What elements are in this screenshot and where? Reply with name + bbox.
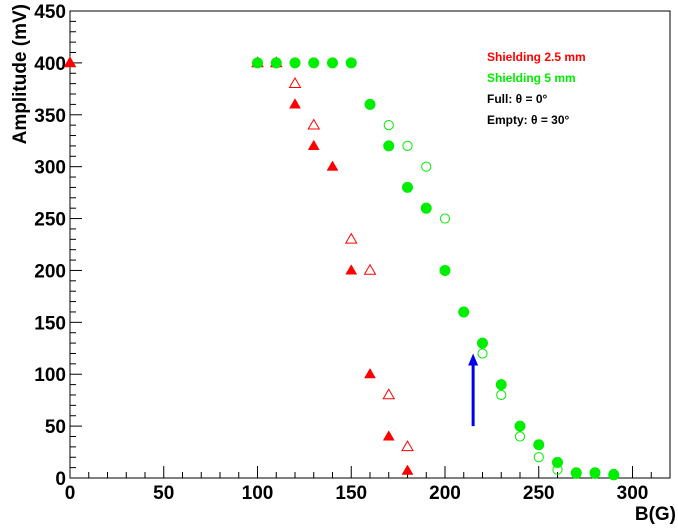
x-tick-label: 50 [153,483,174,504]
y-tick-label: 300 [34,158,66,179]
green-filled-circle-point [533,439,545,451]
green-open-circle-point [458,306,469,318]
y-tick-label: 400 [34,54,66,75]
x-axis-title: B(G) [635,504,676,525]
green-filled-circle-point [495,379,507,391]
x-tick-labels: 0 50 100 150 200 250 300 [65,483,649,504]
y-tick-label: 150 [34,313,66,334]
red-open-triangle-point [307,118,321,130]
plot-frame [69,10,671,479]
green-open-circle-point [496,389,507,401]
data-markers [63,56,620,481]
red-open-triangle-point [382,388,396,400]
x-tick-label: 150 [335,483,367,504]
green-open-circle-point [552,464,563,475]
red-filled-triangle-point [64,56,76,67]
red-filled-triangle-point [345,264,358,275]
green-filled-circle-point [270,57,282,69]
green-open-circle-point [421,161,432,172]
red-filled-triangle-point [364,368,376,379]
red-filled-triangle-point [382,430,395,441]
green-filled-circle-point [345,57,357,69]
green-open-circle-point [533,452,544,463]
green-filled-circle-point [252,57,263,69]
green-filled-circle-point [420,202,432,214]
x-tick-label: 100 [242,483,274,504]
x-tick-label: 250 [523,483,555,504]
y-tick-label: 50 [45,417,66,438]
y-tick-labels: 0 50 100 150 200 250 300 350 400 450 [34,2,66,490]
legend: Shielding 2.5 mm Shielding 5 mm Full: θ … [487,50,586,127]
red-open-triangle-point [401,440,414,452]
green-open-circle-point [589,468,601,479]
green-filled-circle-point [308,57,320,69]
legend-entry-shielding-5mm: Shielding 5 mm [487,71,576,85]
green-filled-circle-point [364,98,376,110]
green-filled-circle-point [552,456,563,468]
x-tick-label: 200 [429,483,461,504]
red-open-triangle-point [344,232,358,244]
red-open-triangle-point [63,56,77,68]
green-open-circle-point [571,468,582,479]
x-tick-label: 0 [65,483,76,504]
ticks [69,10,671,479]
green-open-circle-point [402,140,413,152]
green-filled-circle-point [383,140,395,152]
y-tick-label: 350 [34,106,66,127]
green-filled-circle-point [514,420,526,432]
green-filled-circle-point [477,337,488,349]
green-filled-circle-point [439,264,451,276]
green-filled-circle-point [327,57,338,69]
green-open-circle-point [514,431,526,442]
green-open-circle-point [383,120,394,131]
red-open-triangle-point [363,263,377,275]
y-tick-label: 100 [34,365,66,386]
red-open-triangle-point [288,76,302,88]
legend-entry-shielding-2-5mm: Shielding 2.5 mm [487,50,586,64]
green-open-circle-point [439,213,451,224]
green-filled-circle-point [289,57,301,69]
legend-entry-empty: Empty: θ = 30° [487,113,570,127]
red-filled-triangle-point [289,98,301,109]
red-filled-triangle-point [326,160,339,171]
arrow-head-icon [468,353,479,366]
annotations [468,353,479,427]
green-open-circle-point [608,468,619,479]
green-open-circle-point [477,348,488,359]
y-tick-label: 0 [55,469,66,490]
y-tick-label: 450 [34,2,66,23]
y-tick-label: 250 [34,210,66,231]
y-tick-label: 200 [34,261,66,282]
x-tick-label: 300 [617,483,649,504]
y-axis-title: Amplitude (mV) [10,4,31,144]
legend-entry-full: Full: θ = 0° [487,92,547,106]
red-filled-triangle-point [401,464,414,475]
red-filled-triangle-point [307,139,320,150]
green-filled-circle-point [402,181,413,193]
